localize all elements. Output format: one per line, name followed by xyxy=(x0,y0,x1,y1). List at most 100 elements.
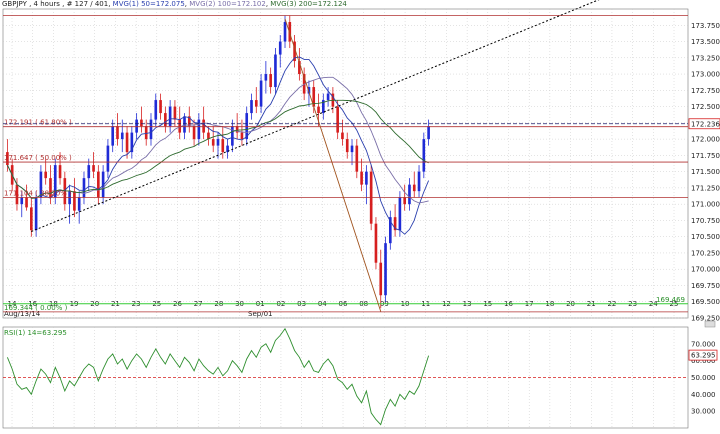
candle-body xyxy=(326,93,330,101)
candle-body xyxy=(250,100,253,114)
candle-body xyxy=(168,106,172,127)
candle-body xyxy=(125,132,129,153)
candle-body xyxy=(207,132,210,140)
price-tick-label: 172.000 xyxy=(691,136,720,144)
price-tick-label: 170.250 xyxy=(691,249,720,257)
candle-body xyxy=(278,41,282,55)
fib-level-label: 169.344 ( 0.00% ) xyxy=(4,304,68,312)
candle-body xyxy=(336,106,339,133)
candle-body xyxy=(73,191,76,211)
price-tick-label: 172.500 xyxy=(691,103,720,111)
price-tick-label: 173.250 xyxy=(691,54,720,62)
candle-body xyxy=(34,197,38,231)
candle-body xyxy=(226,145,229,153)
candle-body xyxy=(365,171,368,185)
candle-body xyxy=(197,119,201,140)
candle-body xyxy=(30,207,33,231)
date-label-sep: Sep/01 xyxy=(248,310,272,318)
rsi-tick-label: 60.000 xyxy=(691,357,716,365)
candle-body xyxy=(269,74,272,88)
rsi-line xyxy=(6,327,430,426)
candle-body xyxy=(388,217,392,244)
candle-body xyxy=(53,165,57,198)
candle-body xyxy=(398,197,402,231)
candle-body xyxy=(164,113,167,127)
price-tick-label: 170.500 xyxy=(691,233,720,241)
current-price-box xyxy=(688,118,720,130)
price-tick-label: 170.750 xyxy=(691,217,720,225)
candle-body xyxy=(317,106,320,114)
candle-body xyxy=(427,126,430,140)
candle-body xyxy=(20,197,24,205)
rsi-current-label: 63.295 xyxy=(691,352,716,360)
candle-body xyxy=(15,184,19,205)
price-tick-label: 171.750 xyxy=(691,152,720,160)
candle-body xyxy=(240,132,244,140)
fib-anchor-line xyxy=(284,18,382,312)
candle-body xyxy=(216,139,220,146)
candle-body xyxy=(44,171,48,179)
candle-body xyxy=(187,116,191,127)
candle-body xyxy=(379,262,383,296)
candle-body xyxy=(39,171,43,198)
candle-body xyxy=(254,100,258,107)
candle-body xyxy=(408,184,411,205)
current-price-label: 172.236 xyxy=(691,120,720,128)
price-tick-label: 170.000 xyxy=(691,266,720,274)
candle-body xyxy=(283,22,287,42)
panel-resize-handle xyxy=(704,320,716,328)
candle-body xyxy=(259,80,263,107)
candle-body xyxy=(293,41,296,62)
rsi-title: RSI(1) 14=63.295 xyxy=(4,329,67,337)
candle-body xyxy=(288,22,292,42)
candle-body xyxy=(130,132,134,153)
rsi-tick-label: 30.000 xyxy=(691,408,716,416)
candle-body xyxy=(374,223,378,263)
price-tick-label: 169.750 xyxy=(691,282,720,290)
candle-body xyxy=(307,87,311,94)
candle-body xyxy=(159,100,162,114)
candle-body xyxy=(245,113,249,140)
fib-level-label: 172.191 ( 61.80% ) xyxy=(4,119,72,127)
candle-body xyxy=(144,126,148,140)
price-tick-label: 171.000 xyxy=(691,201,720,209)
candle-body xyxy=(140,119,143,127)
price-tick-label: 171.250 xyxy=(691,184,720,192)
candle-body xyxy=(183,116,186,133)
candle-body xyxy=(360,171,363,185)
price-tick-label: 169.250 xyxy=(691,315,720,323)
rsi-tick-label: 40.000 xyxy=(691,391,716,399)
price-tick-label: 173.750 xyxy=(691,22,720,30)
price-tick-label: 172.750 xyxy=(691,87,720,95)
candle-body xyxy=(87,165,91,179)
candle-body xyxy=(97,171,100,198)
candle-body xyxy=(116,126,119,140)
symbol-label: GBPJPY xyxy=(2,0,27,8)
candle-body xyxy=(202,119,205,133)
candle-body xyxy=(49,178,52,198)
candle-body xyxy=(58,165,62,179)
candle-body xyxy=(149,119,153,140)
fib-level-label: 171.104 ( 38.20% ) xyxy=(4,189,72,197)
rsi-tick-label: 50.000 xyxy=(691,374,716,382)
low-price-label: 169.469 xyxy=(656,296,685,304)
fib-level-label: 171.647 ( 50.00% ) xyxy=(4,154,72,162)
candle-body xyxy=(25,197,28,208)
candle-body xyxy=(341,132,344,140)
candle-body xyxy=(231,126,234,146)
candle-body xyxy=(403,197,406,205)
candle-body xyxy=(345,139,349,153)
candle-body xyxy=(221,139,225,153)
date-label-start: Aug/13/14 xyxy=(4,310,41,318)
candle-body xyxy=(412,184,416,192)
ma50-line xyxy=(6,56,430,235)
candle-body xyxy=(274,54,277,88)
candle-body xyxy=(355,145,359,172)
chart-header: GBPJPY , 4 hours , # 127 / 401, MVG(1) 5… xyxy=(2,0,347,8)
candle-body xyxy=(6,152,9,166)
candle-body xyxy=(350,145,354,153)
candle-body xyxy=(192,126,196,140)
candle-body xyxy=(235,126,239,133)
bar-count-label: # 127 / 401 xyxy=(66,0,109,8)
